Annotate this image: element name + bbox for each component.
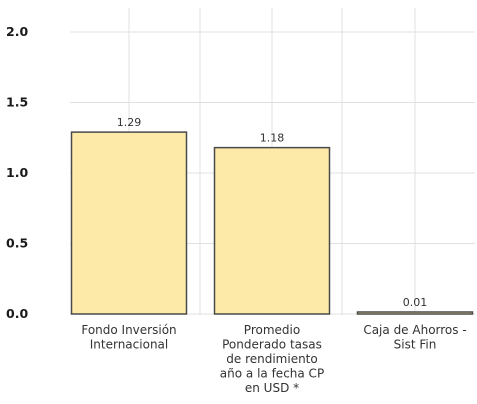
y-tick-label: 0.5 <box>6 236 28 251</box>
x-axis-ticks: Fondo Inversión Internacional Promedio Pond… <box>81 323 466 395</box>
y-axis-ticks: 0.0 0.5 1.0 1.5 2.0 <box>6 24 28 321</box>
data-label: 0.01 <box>403 296 428 309</box>
y-tick-label: 1.0 <box>6 165 28 180</box>
bar[interactable] <box>213 146 331 315</box>
y-tick-label: 1.5 <box>6 95 28 110</box>
x-tick-label: Promedio Ponderado tasas de rendimiento año… <box>220 323 324 395</box>
data-label: 1.29 <box>117 116 142 129</box>
data-label: 1.18 <box>260 132 285 145</box>
x-tick-label: Caja de Ahorros -Sist Fin <box>363 323 466 352</box>
y-tick-label: 0.0 <box>6 306 28 321</box>
y-tick-label: 2.0 <box>6 24 28 39</box>
data-labels: 1.29 1.18 0.01 <box>117 116 428 309</box>
bar[interactable] <box>356 311 474 315</box>
x-tick-label: Fondo Inversión Internacional <box>81 323 176 352</box>
bars <box>70 131 474 315</box>
bar[interactable] <box>70 131 188 315</box>
